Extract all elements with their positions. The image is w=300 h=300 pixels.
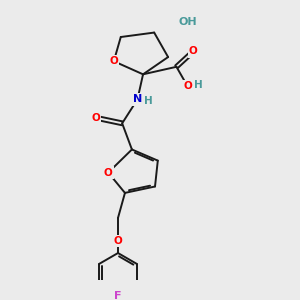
Text: O: O bbox=[91, 113, 100, 123]
Text: H: H bbox=[144, 96, 152, 106]
Text: F: F bbox=[114, 292, 122, 300]
Text: O: O bbox=[104, 168, 112, 178]
Text: O: O bbox=[114, 236, 122, 246]
Text: O: O bbox=[183, 81, 192, 91]
Text: OH: OH bbox=[178, 17, 197, 27]
Text: O: O bbox=[110, 56, 118, 66]
Text: N: N bbox=[133, 94, 142, 104]
Text: O: O bbox=[189, 46, 197, 56]
Text: H: H bbox=[194, 80, 203, 90]
